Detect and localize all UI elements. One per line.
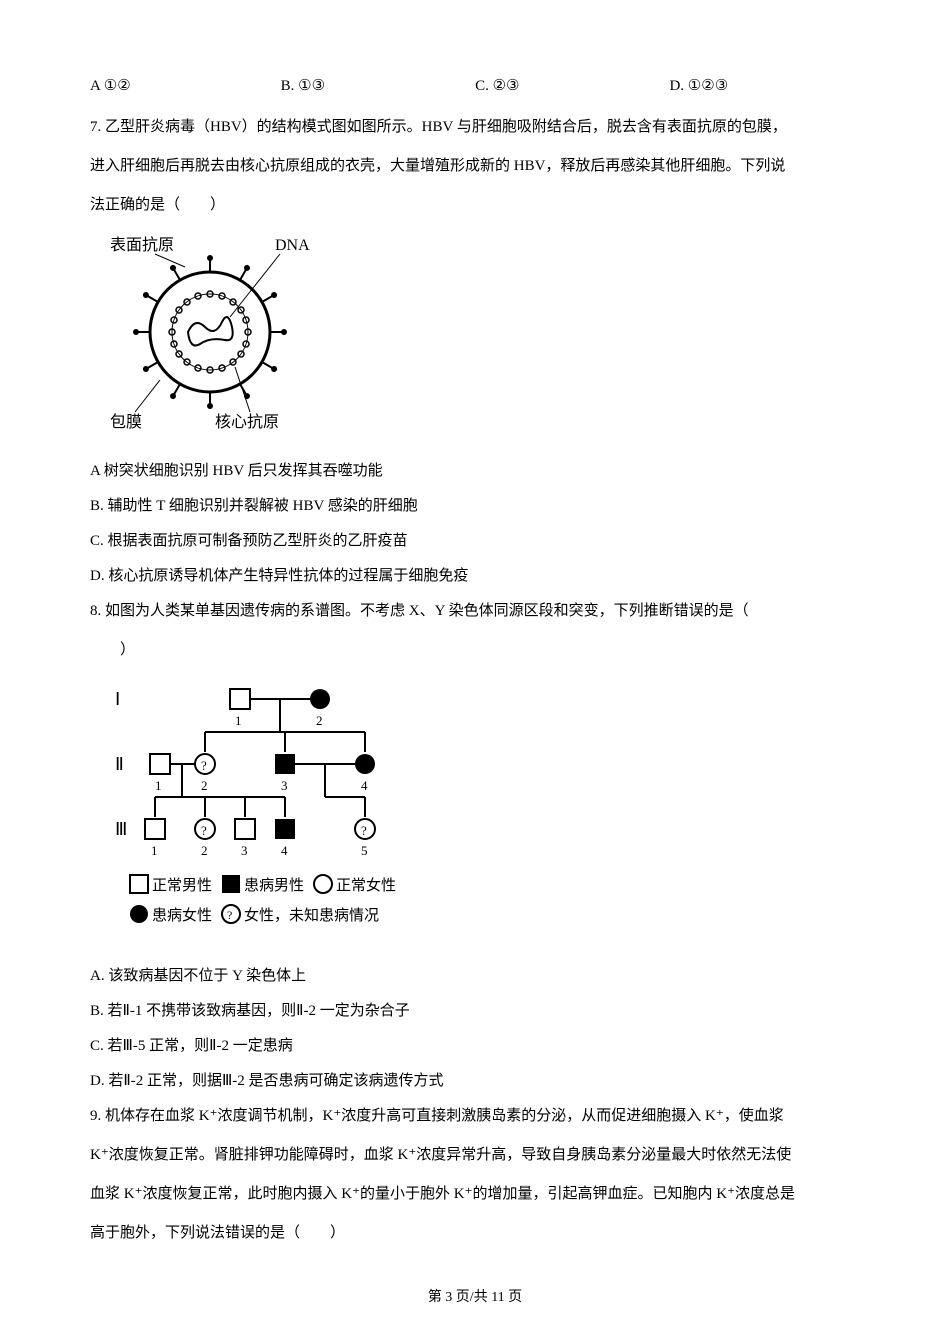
svg-text:5: 5 (361, 843, 368, 858)
q9-stem-line2: K⁺浓度恢复正常。肾脏排钾功能障碍时，血浆 K⁺浓度异常升高，导致自身胰岛素分泌… (90, 1139, 860, 1172)
q8-option-b: B. 若Ⅱ-1 不携带该致病基因，则Ⅱ-2 一定为杂合子 (90, 995, 860, 1028)
q7-option-d: D. 核心抗原诱导机体产生特异性抗体的过程属于细胞免疫 (90, 560, 860, 593)
q9-stem-line4: 高于胞外，下列说法错误的是（ ） (90, 1217, 860, 1250)
surface-projections (133, 255, 287, 409)
svg-text:?: ? (361, 823, 367, 838)
i-2-circle (310, 689, 330, 709)
ii-3-square (275, 754, 295, 774)
svg-text:2: 2 (316, 713, 323, 728)
q7-option-a: A 树突状细胞识别 HBV 后只发挥其吞噬功能 (90, 455, 860, 488)
q7-stem-line2: 进入肝细胞后再脱去由核心抗原组成的衣壳，大量增殖形成新的 HBV，释放后再感染其… (90, 150, 860, 183)
svg-text:?: ? (227, 908, 232, 922)
q6-option-d: D. ①②③ (669, 70, 728, 103)
svg-text:4: 4 (281, 843, 288, 858)
iii-3-square (235, 819, 255, 839)
svg-text:3: 3 (281, 778, 288, 793)
q8-option-d: D. 若Ⅱ-2 正常，则据Ⅲ-2 是否患病可确定该病遗传方式 (90, 1065, 860, 1098)
iii-1-square (145, 819, 165, 839)
pedigree-diagram: Ⅰ Ⅱ Ⅲ 1 2 1 ? 2 3 4 (110, 677, 860, 950)
svg-text:1: 1 (151, 843, 158, 858)
dna-strand (188, 317, 233, 345)
label-core-antigen: 核心抗原 (215, 413, 279, 431)
svg-text:1: 1 (235, 713, 242, 728)
legend-normal-male-icon (130, 875, 148, 893)
hbv-svg: 表面抗原 DNA 包膜 核心抗原 (100, 232, 330, 432)
q7-option-c: C. 根据表面抗原可制备预防乙型肝炎的乙肝疫苗 (90, 525, 860, 558)
svg-text:?: ? (201, 758, 207, 773)
legend-unknown-female: 女性，未知患病情况 (244, 906, 379, 924)
svg-text:1: 1 (155, 778, 162, 793)
q7-option-b: B. 辅助性 T 细胞识别并裂解被 HBV 感染的肝细胞 (90, 490, 860, 523)
q6-option-a: A ①② (90, 70, 131, 103)
q8-stem-line1: 8. 如图为人类某单基因遗传病的系谱图。不考虑 X、Y 染色体同源区段和突变，下… (90, 595, 860, 628)
svg-text:2: 2 (201, 778, 208, 793)
legend-normal-female-icon (314, 875, 332, 893)
q6-options-row: A ①② B. ①③ C. ②③ D. ①②③ (90, 70, 860, 103)
hbv-diagram: 表面抗原 DNA 包膜 核心抗原 (100, 232, 860, 445)
q6-option-b: B. ①③ (281, 70, 325, 103)
gen-3-label: Ⅲ (115, 819, 127, 839)
q9-stem-line1: 9. 机体存在血浆 K⁺浓度调节机制，K⁺浓度升高可直接刺激胰岛素的分泌，从而促… (90, 1100, 860, 1133)
legend-affected-male-icon (222, 875, 240, 893)
ii-4-circle (355, 754, 375, 774)
legend-affected-male: 患病男性 (244, 877, 304, 894)
svg-text:4: 4 (361, 778, 368, 793)
gen-2-label: Ⅱ (115, 754, 124, 774)
q7-stem-line3: 法正确的是（ ） (90, 189, 860, 222)
gen-1-label: Ⅰ (115, 689, 120, 709)
svg-text:?: ? (201, 823, 207, 838)
svg-text:2: 2 (201, 843, 208, 858)
legend-affected-female: 患病女性 (152, 906, 212, 924)
q8-stem-line2: ） (90, 634, 860, 667)
svg-text:3: 3 (241, 843, 248, 858)
q8-option-a: A. 该致病基因不位于 Y 染色体上 (90, 960, 860, 993)
label-envelope: 包膜 (110, 413, 142, 431)
i-1-square (230, 689, 250, 709)
label-surface-antigen: 表面抗原 (110, 236, 174, 254)
label-dna: DNA (275, 237, 310, 254)
core-capsid (169, 291, 251, 373)
q8-option-c: C. 若Ⅲ-5 正常，则Ⅱ-2 一定患病 (90, 1030, 860, 1063)
ii-1-square (150, 754, 170, 774)
legend-normal-male: 正常男性 (152, 877, 212, 894)
legend-affected-female-icon (130, 905, 148, 923)
q9-stem-line3: 血浆 K⁺浓度恢复正常，此时胞内摄入 K⁺的量小于胞外 K⁺的增加量，引起高钾血… (90, 1178, 860, 1211)
q7-stem-line1: 7. 乙型肝炎病毒（HBV）的结构模式图如图所示。HBV 与肝细胞吸附结合后，脱… (90, 111, 860, 144)
pedigree-svg: Ⅰ Ⅱ Ⅲ 1 2 1 ? 2 3 4 (110, 677, 440, 937)
legend-normal-female: 正常女性 (336, 876, 396, 894)
iii-4-square (275, 819, 295, 839)
page-footer: 第 3 页/共 11 页 (0, 1283, 950, 1314)
q6-option-c: C. ②③ (475, 70, 519, 103)
